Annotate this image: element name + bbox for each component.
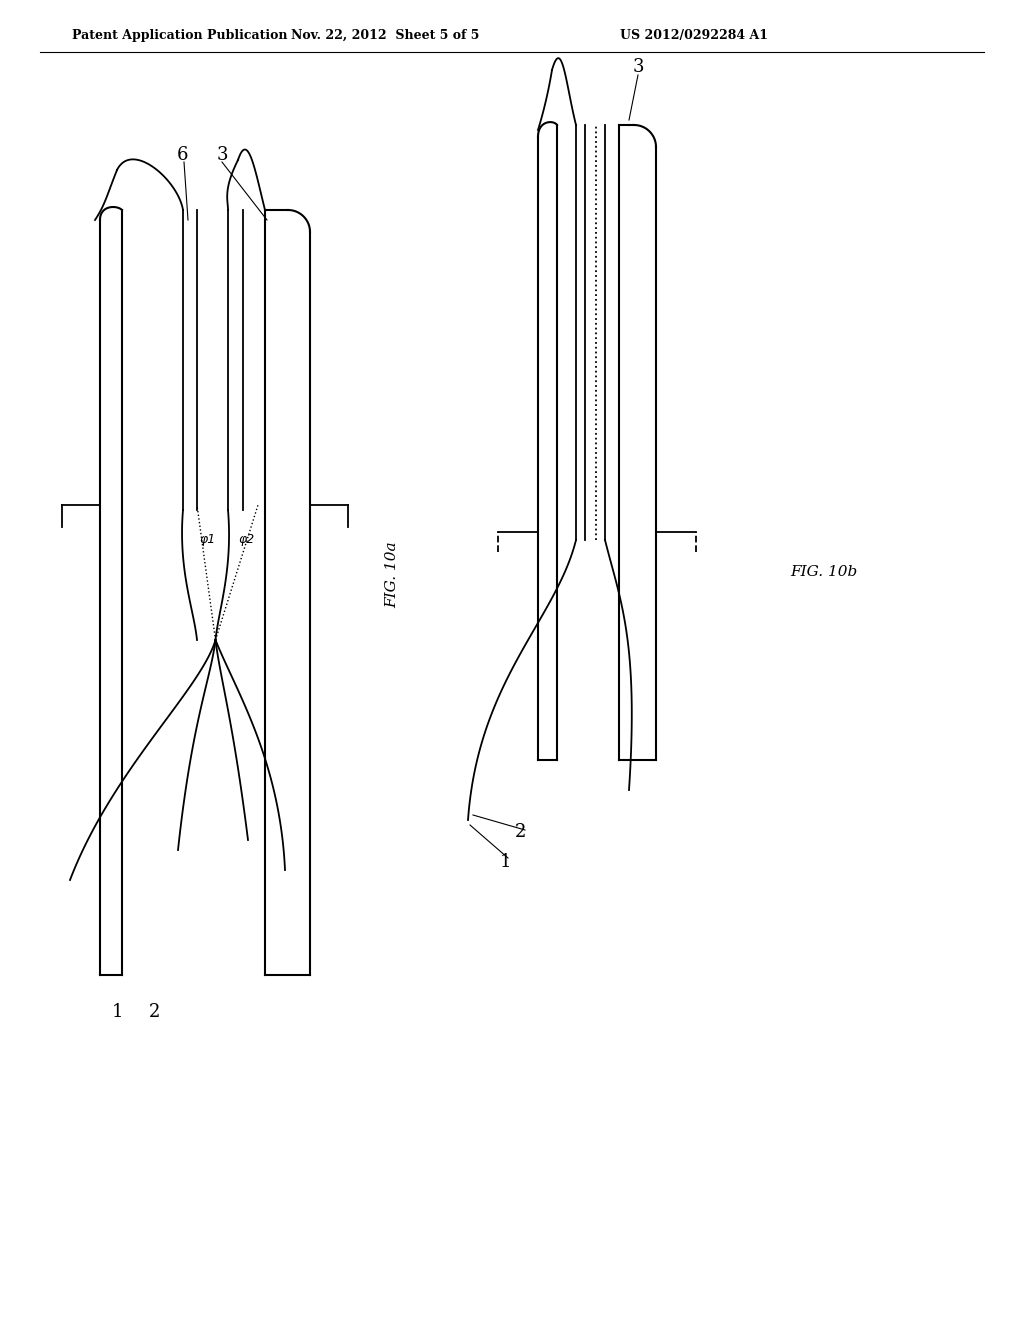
Text: FIG. 10b: FIG. 10b [790,565,857,579]
Text: 2: 2 [150,1003,161,1020]
Text: 6: 6 [176,147,187,164]
Text: φ2: φ2 [238,533,254,546]
Text: 2: 2 [514,822,525,841]
Text: US 2012/0292284 A1: US 2012/0292284 A1 [620,29,768,41]
Text: FIG. 10a: FIG. 10a [385,541,399,609]
Text: φ1: φ1 [199,533,215,546]
Text: 3: 3 [632,58,644,77]
Text: Nov. 22, 2012  Sheet 5 of 5: Nov. 22, 2012 Sheet 5 of 5 [291,29,479,41]
Text: Patent Application Publication: Patent Application Publication [72,29,288,41]
Text: 1: 1 [113,1003,124,1020]
Text: 3: 3 [216,147,227,164]
Text: 1: 1 [500,853,511,871]
